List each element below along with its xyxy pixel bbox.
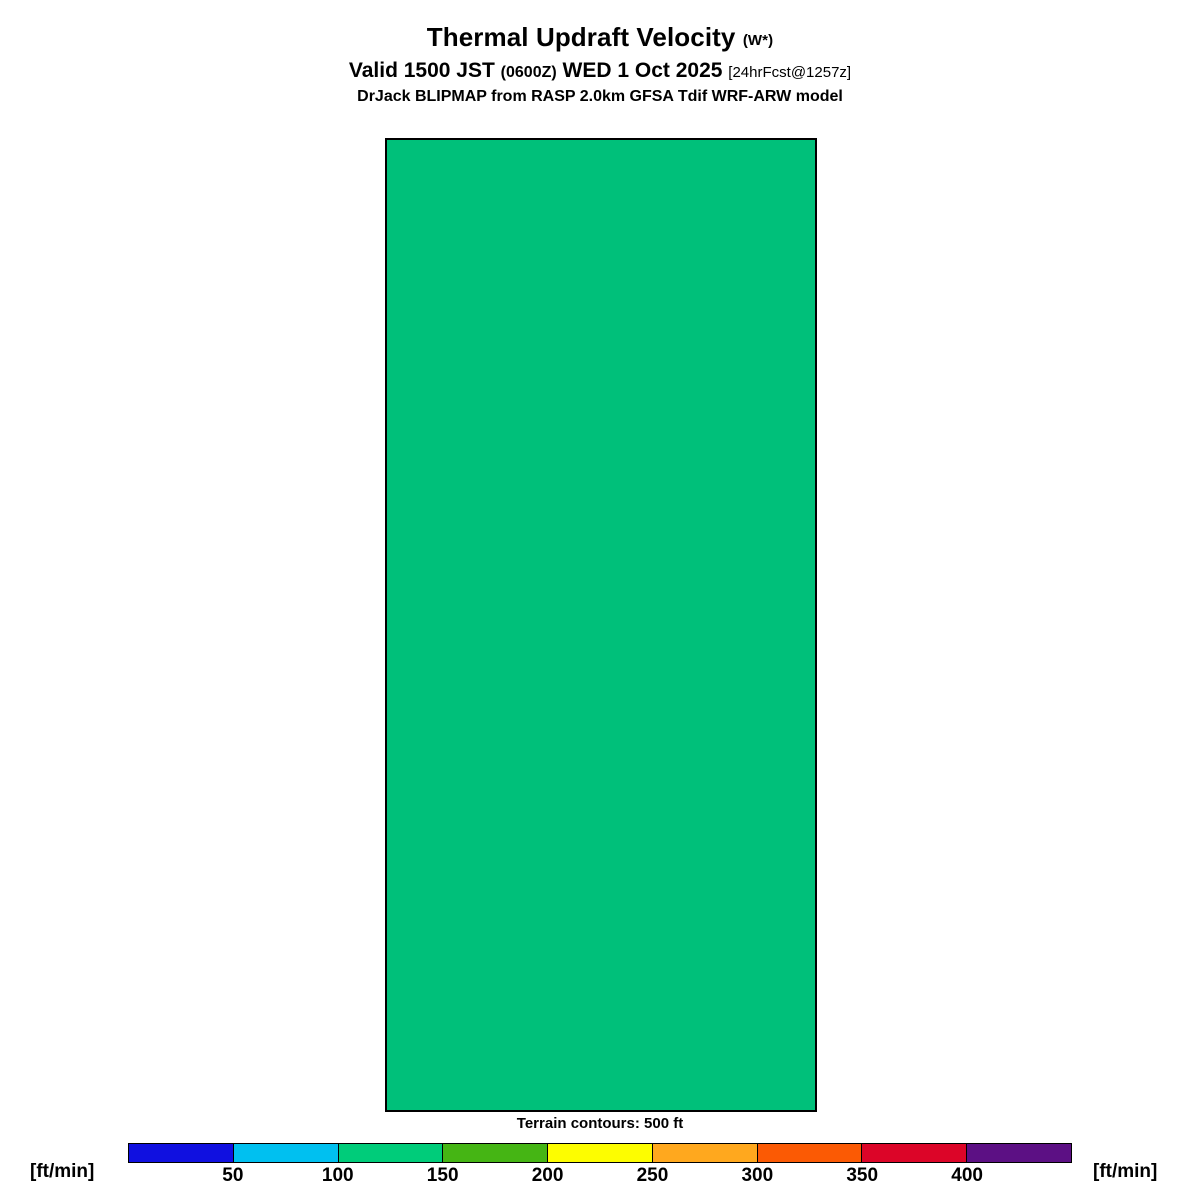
- colorbar-tick-400: 400: [951, 1165, 983, 1186]
- colorbar-band-350-400: [861, 1144, 967, 1162]
- valid-time-utc: (0600Z): [500, 64, 557, 81]
- colorbar-band-100-150: [337, 1144, 443, 1162]
- colorbar-band-300-350: [756, 1144, 862, 1162]
- forecast-map[interactable]: [385, 138, 817, 1112]
- terrain-contour-note: Terrain contours: 500 ft: [516, 1115, 684, 1132]
- valid-date: WED 1 Oct 2025: [562, 59, 723, 82]
- colorbar-tick-150: 150: [426, 1165, 459, 1186]
- title-main-text: Thermal Updraft Velocity: [426, 22, 736, 52]
- colorbar-units-left: [ft/min]: [30, 1161, 95, 1182]
- colorbar-tick-100: 100: [321, 1165, 354, 1186]
- colorbar-tick-labels: 50 100 150 200 250 300 350 400: [128, 1165, 1072, 1193]
- colorbar-gradient[interactable]: [128, 1143, 1072, 1163]
- colorbar-tick-300: 300: [741, 1165, 774, 1186]
- model-line: DrJack BLIPMAP from RASP 2.0km GFSA Tdif…: [357, 88, 843, 105]
- map-raster: [387, 140, 815, 1110]
- valid-time-prefix: Valid 1500 JST: [348, 59, 495, 82]
- colorbar-band-200-250: [547, 1144, 652, 1162]
- colorbar-band-50-100: [232, 1144, 338, 1162]
- colorbar-tick-350: 350: [846, 1165, 879, 1186]
- colorbar-tick-200: 200: [531, 1165, 564, 1186]
- valid-time-line: Valid 1500 JST (0600Z) WED 1 Oct 2025 [2…: [0, 58, 1200, 86]
- colorbar-band-250-300: [651, 1144, 757, 1162]
- page-title: Thermal Updraft Velocity (W*): [0, 22, 1200, 56]
- colorbar-units-right: [ft/min]: [1093, 1161, 1158, 1182]
- colorbar-tick-250: 250: [636, 1165, 669, 1186]
- colorbar-band-400-450: [966, 1144, 1072, 1162]
- forecast-tag: [24hrFcst@1257z]: [728, 64, 852, 81]
- title-superscript: (W*): [742, 32, 774, 49]
- title-block: Thermal Updraft Velocity (W*) Valid 1500…: [0, 22, 1200, 107]
- colorbar-band-150-200: [442, 1144, 548, 1162]
- colorbar-legend: Terrain contours: 500 ft 50 100 150 200 250 3…: [0, 1115, 1200, 1200]
- colorbar-tick-50: 50: [222, 1165, 244, 1186]
- colorbar-band-0-50: [129, 1144, 233, 1162]
